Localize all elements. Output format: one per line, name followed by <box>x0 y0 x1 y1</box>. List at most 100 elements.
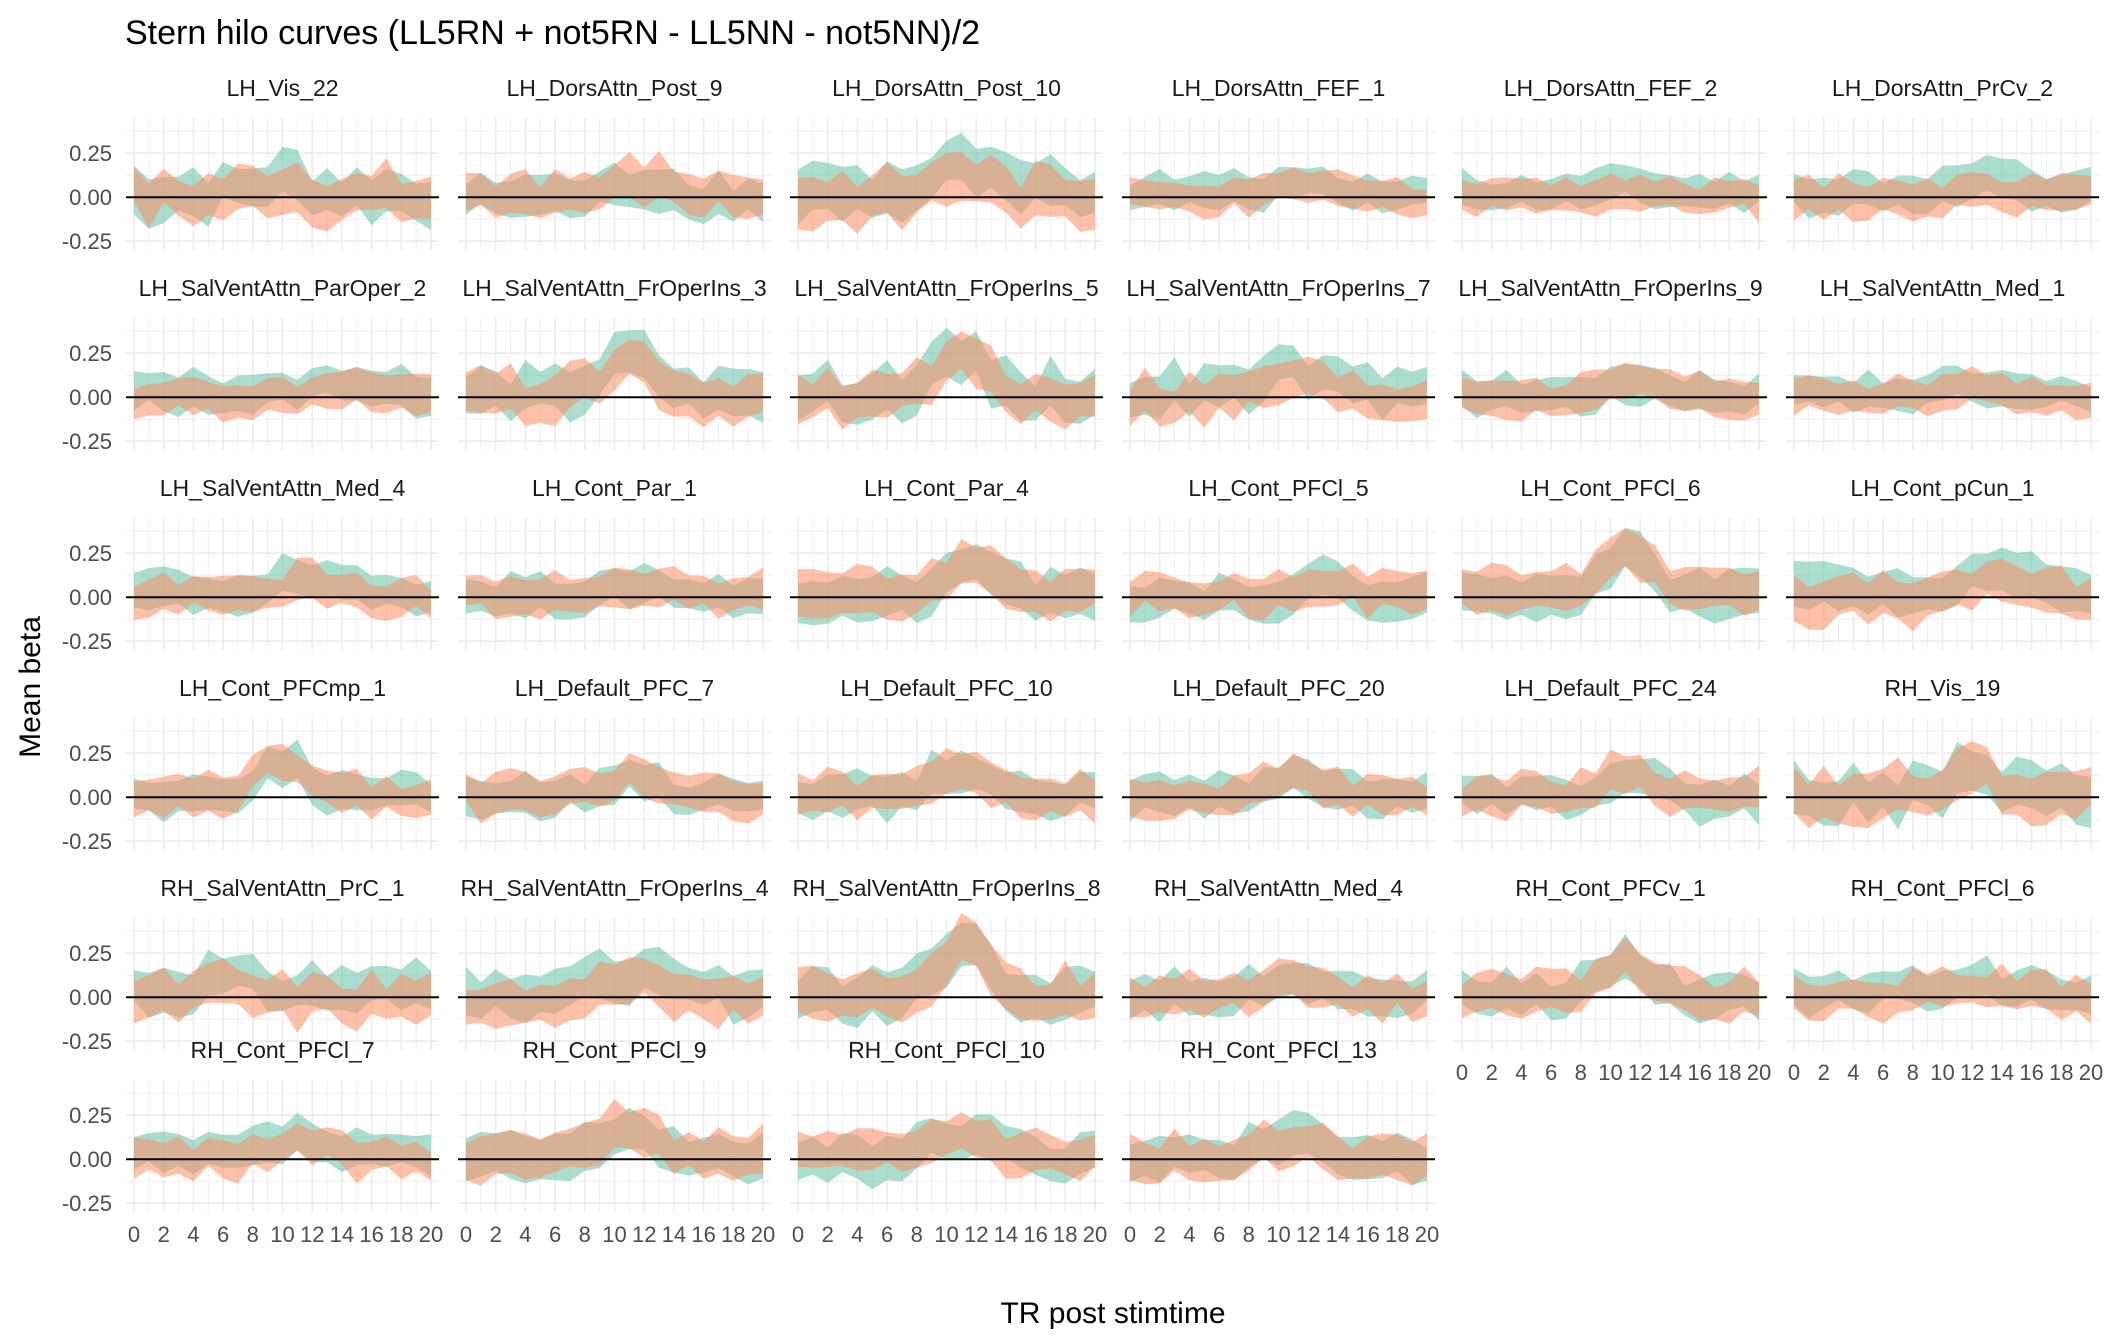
panel-title: LH_SalVentAttn_ParOper_2 <box>139 275 427 301</box>
panel-title: RH_Cont_PFCl_13 <box>1180 1037 1377 1063</box>
panel: LH_DorsAttn_FEF_1 <box>1122 75 1435 250</box>
ribbon-orange <box>798 1112 1095 1181</box>
panel-title: LH_Vis_22 <box>226 75 338 101</box>
ribbon-orange <box>1130 958 1427 1024</box>
panel: LH_Cont_Par_1 <box>458 475 771 650</box>
x-tick-label: 0 <box>1788 1060 1800 1085</box>
x-tick-label: 2 <box>822 1222 834 1247</box>
panel-title: LH_DorsAttn_Post_9 <box>506 75 722 101</box>
panel: LH_Default_PFC_7 <box>458 675 771 850</box>
ribbon-orange <box>134 743 431 820</box>
y-tick-label: 0.00 <box>69 785 112 810</box>
x-tick-label: 14 <box>1658 1060 1682 1085</box>
x-tick-label: 0 <box>792 1222 804 1247</box>
panel-title: LH_SalVentAttn_FrOperIns_7 <box>1126 275 1430 301</box>
panel: LH_SalVentAttn_FrOperIns_3 <box>458 275 771 450</box>
panel: LH_DorsAttn_PrCv_2 <box>1786 75 2099 250</box>
x-tick-label: 4 <box>1183 1222 1195 1247</box>
x-tick-label: 10 <box>1598 1060 1622 1085</box>
ribbon-orange <box>466 150 763 220</box>
x-tick-label: 8 <box>1575 1060 1587 1085</box>
ribbon-orange <box>1130 753 1427 821</box>
y-tick-label: 0.00 <box>69 985 112 1010</box>
x-tick-label: 0 <box>1124 1222 1136 1247</box>
x-tick-label: 20 <box>1747 1060 1771 1085</box>
x-tick-label: 16 <box>1687 1060 1711 1085</box>
y-tick-label: 0.25 <box>69 1103 112 1128</box>
x-tick-label: 16 <box>1355 1222 1379 1247</box>
panel: LH_SalVentAttn_ParOper_2 -0.25 0.00 0.25 <box>62 275 439 454</box>
x-tick-label: 14 <box>662 1222 686 1247</box>
panel: RH_Cont_PFCl_7 -0.25 0.00 0.25 0 2 4 6 8 10 12 14 16… <box>62 1037 443 1247</box>
ribbon-orange <box>1462 362 1759 422</box>
x-tick-label: 2 <box>1154 1222 1166 1247</box>
panel: RH_Cont_PFCl_9 0 2 4 6 8 10 12 14 16 18 20 <box>458 1037 775 1247</box>
y-tick-label: 0.25 <box>69 741 112 766</box>
ribbon-orange <box>466 753 763 824</box>
panel: RH_Cont_PFCl_13 0 2 4 6 8 10 12 14 16 18 20 <box>1122 1037 1439 1247</box>
ribbon-orange <box>1462 528 1759 616</box>
x-tick-label: 12 <box>1296 1222 1320 1247</box>
panel: RH_Cont_PFCv_1 0 2 4 6 8 10 12 14 16 18 20 <box>1454 875 1771 1085</box>
x-tick-label: 16 <box>691 1222 715 1247</box>
x-tick-label: 16 <box>1023 1222 1047 1247</box>
panel-title: RH_Vis_19 <box>1885 675 2001 701</box>
y-tick-label: 0.25 <box>69 541 112 566</box>
ribbon-orange <box>134 958 431 1033</box>
x-tick-label: 10 <box>602 1222 626 1247</box>
x-tick-label: 14 <box>994 1222 1018 1247</box>
panel: LH_DorsAttn_Post_10 <box>790 75 1103 250</box>
panel: LH_Default_PFC_24 <box>1454 675 1767 850</box>
x-tick-label: 8 <box>1907 1060 1919 1085</box>
panel: RH_SalVentAttn_FrOperIns_8 <box>790 875 1103 1050</box>
y-tick-label: 0.00 <box>69 1147 112 1172</box>
x-tick-label: 6 <box>217 1222 229 1247</box>
x-tick-label: 16 <box>359 1222 383 1247</box>
panel-title: LH_Cont_Par_1 <box>532 475 697 501</box>
x-tick-label: 20 <box>1415 1222 1439 1247</box>
x-tick-label: 18 <box>2049 1060 2073 1085</box>
x-tick-label: 10 <box>270 1222 294 1247</box>
panel-title: RH_Cont_PFCl_9 <box>522 1037 706 1063</box>
ribbon-orange <box>1130 563 1427 621</box>
y-tick-label: -0.25 <box>62 229 112 254</box>
panel-title: LH_Default_PFC_10 <box>840 675 1052 701</box>
ribbon-orange <box>134 1123 431 1184</box>
panel: LH_Default_PFC_20 <box>1122 675 1435 850</box>
panel: LH_DorsAttn_FEF_2 <box>1454 75 1767 250</box>
ribbon-orange <box>1794 963 2091 1024</box>
panel: LH_Vis_22 -0.25 0.00 0.25 <box>62 75 439 254</box>
panel: RH_Vis_19 <box>1786 675 2099 850</box>
ribbon-orange <box>798 912 1095 1023</box>
panel: LH_Cont_PFCl_6 <box>1454 475 1767 650</box>
ribbon-orange <box>466 957 763 1030</box>
y-tick-label: 0.25 <box>69 941 112 966</box>
x-axis-label: TR post stimtime <box>1000 1297 1225 1330</box>
panel-title: LH_SalVentAttn_Med_1 <box>1820 275 2066 301</box>
x-tick-label: 20 <box>1083 1222 1107 1247</box>
panel-title: LH_Cont_PFCl_6 <box>1520 475 1700 501</box>
panel: RH_Cont_PFCl_10 0 2 4 6 8 10 12 14 16 18 20 <box>790 1037 1107 1247</box>
panel: LH_Cont_PFCmp_1 -0.25 0.00 0.25 <box>62 675 439 854</box>
panel-title: RH_Cont_PFCv_1 <box>1515 875 1705 901</box>
x-tick-label: 2 <box>490 1222 502 1247</box>
x-tick-label: 6 <box>1545 1060 1557 1085</box>
panel-title: LH_Default_PFC_7 <box>515 675 714 701</box>
ribbon-orange <box>466 566 763 620</box>
x-tick-label: 8 <box>911 1222 923 1247</box>
y-tick-label: -0.25 <box>62 629 112 654</box>
x-tick-label: 12 <box>300 1222 324 1247</box>
x-tick-label: 18 <box>389 1222 413 1247</box>
x-tick-label: 6 <box>549 1222 561 1247</box>
ribbon-teal <box>1462 758 1759 827</box>
ribbon-orange <box>1462 749 1759 822</box>
x-tick-label: 2 <box>158 1222 170 1247</box>
y-tick-label: 0.00 <box>69 185 112 210</box>
ribbon-orange <box>134 557 431 621</box>
panel: RH_SalVentAttn_FrOperIns_4 <box>458 875 771 1050</box>
panel: LH_Cont_pCun_1 <box>1786 475 2099 650</box>
x-tick-label: 18 <box>1717 1060 1741 1085</box>
panel-title: RH_Cont_PFCl_6 <box>1850 875 2034 901</box>
panel: RH_Cont_PFCl_6 0 2 4 6 8 10 12 14 16 18 20 <box>1786 875 2103 1085</box>
